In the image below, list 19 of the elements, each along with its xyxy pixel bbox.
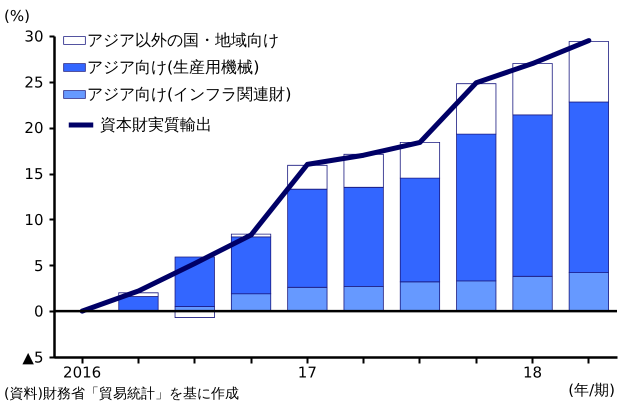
y-tick-label: ▲5: [22, 348, 44, 366]
y-tick-label: 0: [34, 302, 44, 321]
text: (資料)財務省「貿易統計」を基に作成: [4, 386, 239, 402]
x-tick-label: 17: [298, 364, 317, 382]
legend-label: アジア以外の国・地域向け: [87, 30, 279, 50]
x-tick-label: 2016: [63, 364, 102, 382]
y-tick-label: 15: [24, 165, 44, 184]
x-tick-label: 18: [523, 364, 542, 382]
legend-label: アジア向け(生産用機械): [87, 58, 260, 76]
x-axis-title: (年/期): [568, 381, 615, 399]
legend-label: アジア向け(インフラ関連財): [87, 84, 292, 104]
y-tick-label: 5: [34, 256, 44, 275]
y-tick-label: 10: [24, 210, 44, 229]
y-axis-title: (%): [4, 7, 30, 25]
y-tick-label: 20: [24, 119, 44, 138]
y-tick-label: 30: [24, 28, 44, 46]
legend-label: 資本財実質輸出: [100, 115, 212, 134]
bar: [174, 256, 215, 307]
y-tick-label: 25: [24, 73, 44, 92]
